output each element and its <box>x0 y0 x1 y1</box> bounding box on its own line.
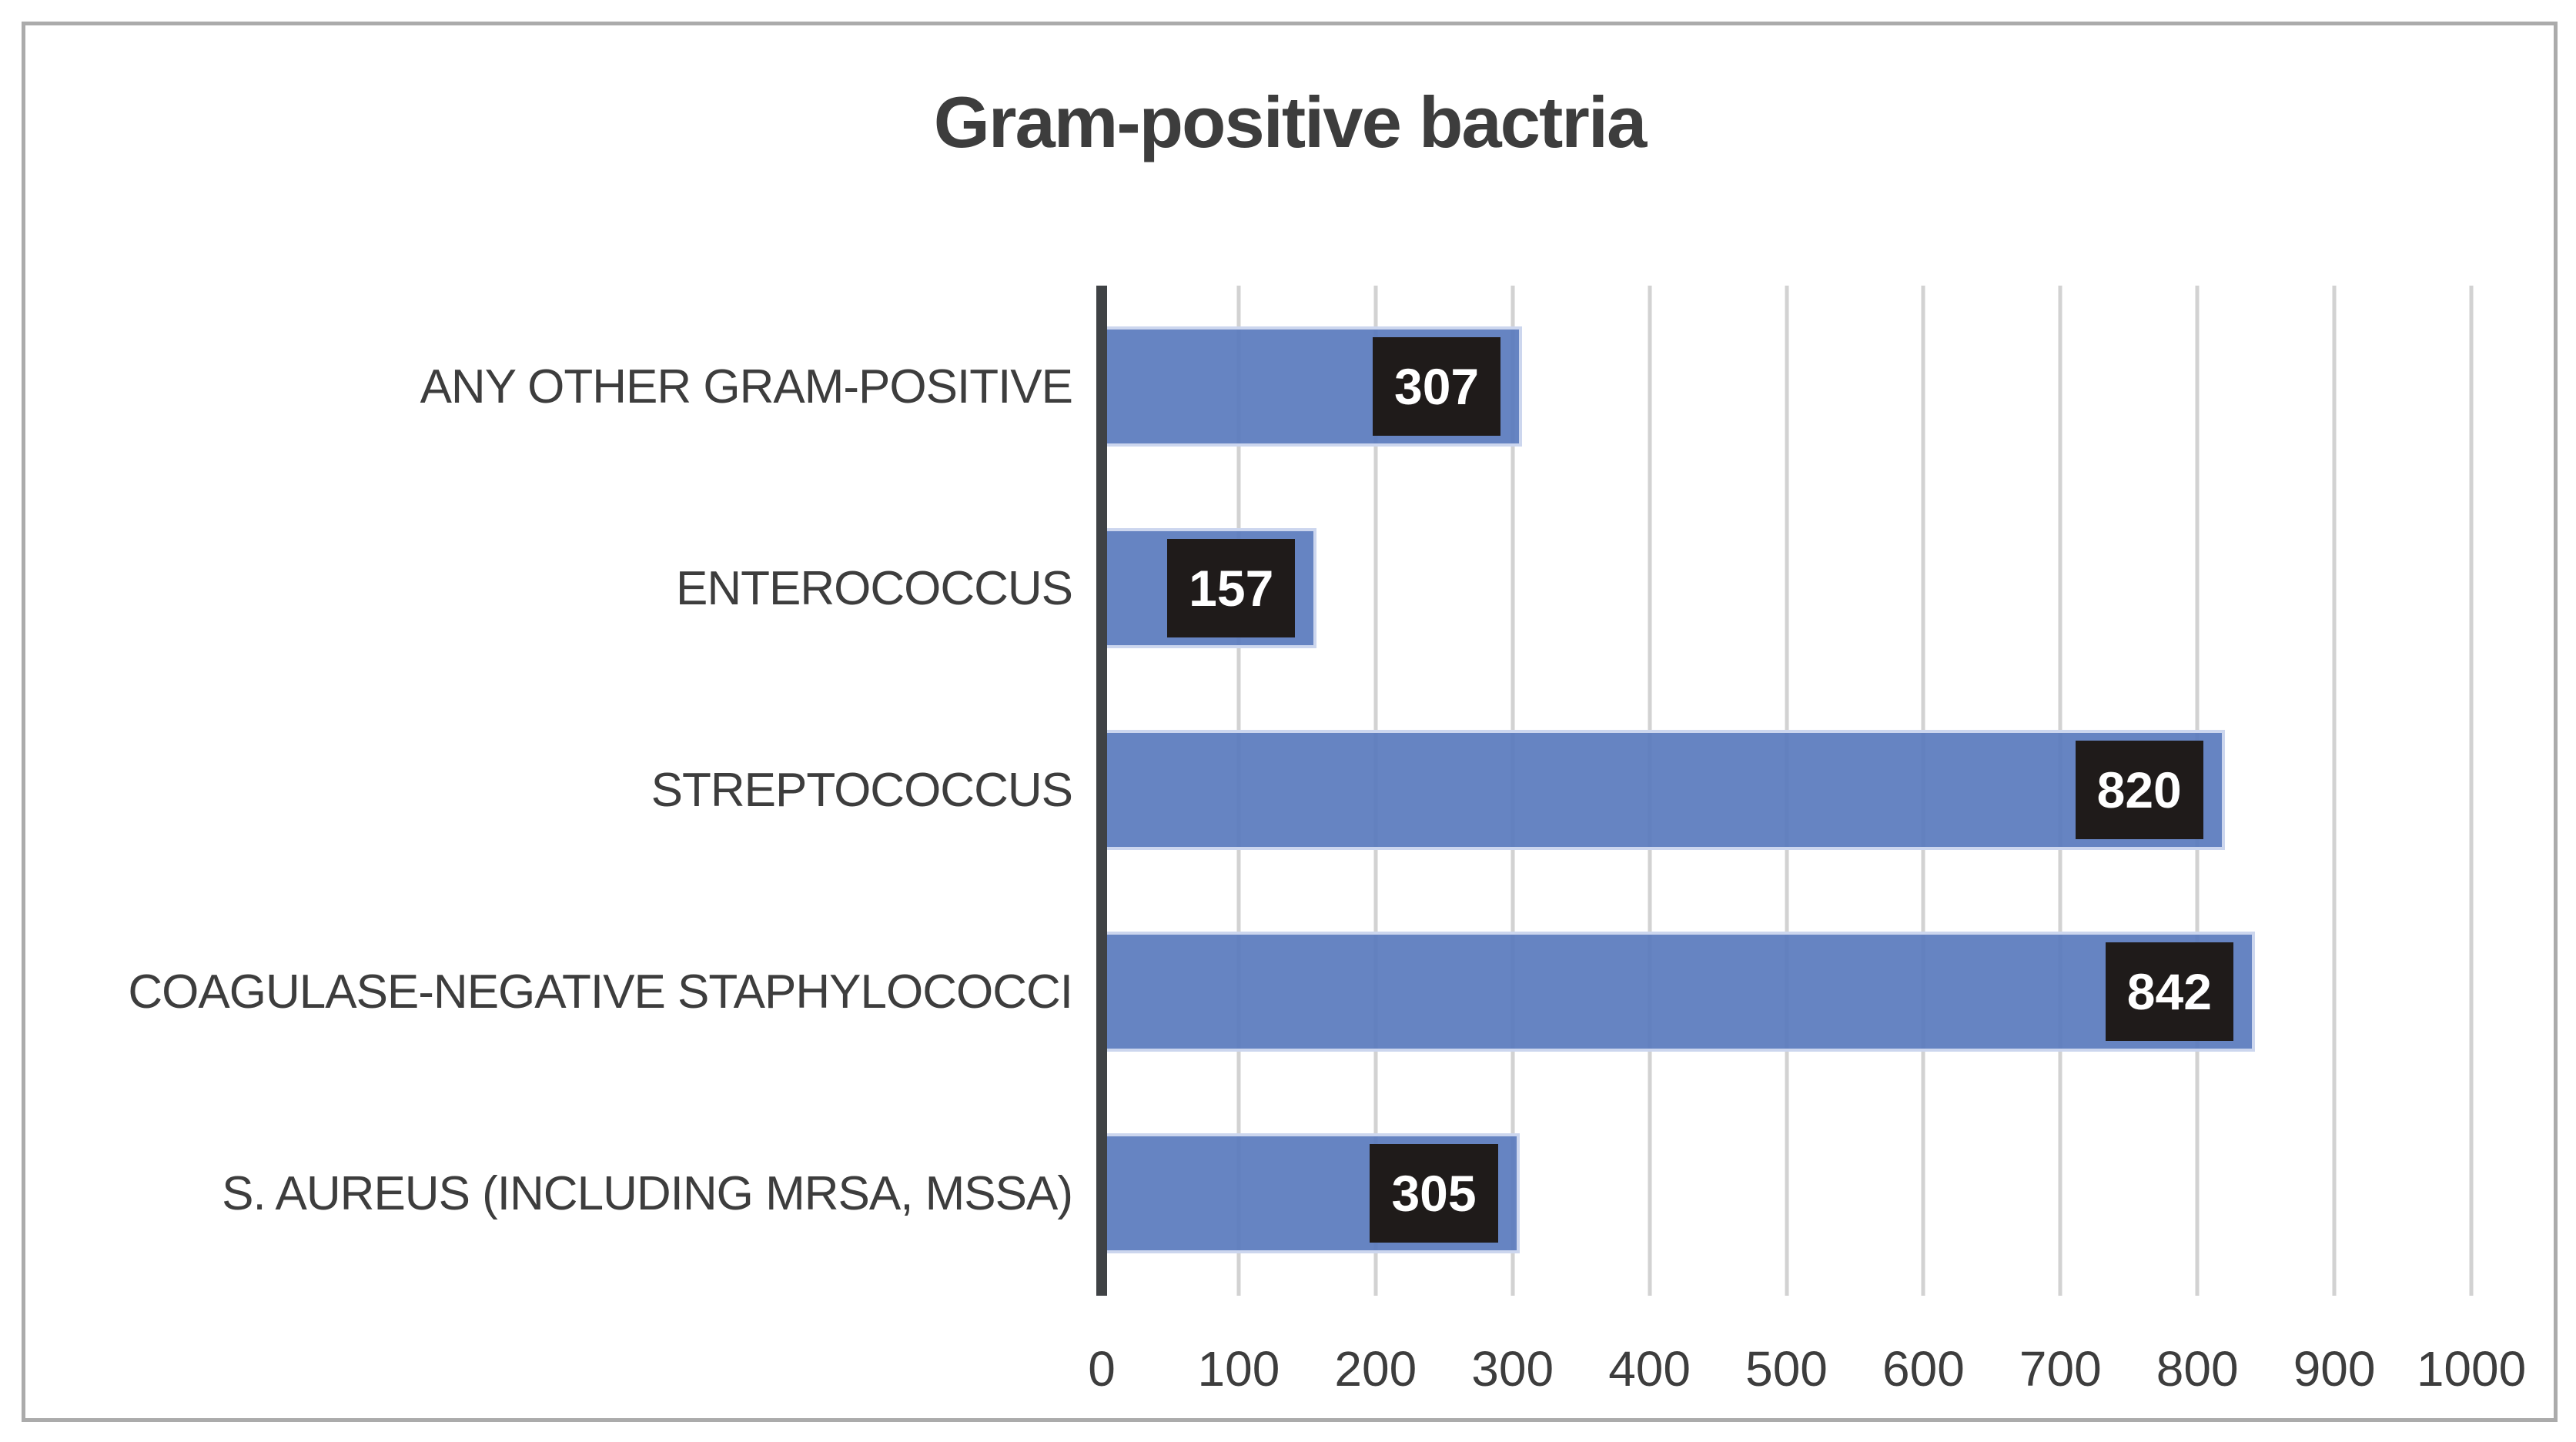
x-tick-label-800: 800 <box>2156 1341 2239 1397</box>
x-tick-label-300: 300 <box>1471 1341 1554 1397</box>
category-label: STREPTOCOCCUS <box>651 763 1073 817</box>
chart-title: Gram-positive bactria <box>933 82 1647 162</box>
category-axis-labels: ANY OTHER GRAM-POSITIVE ENTEROCOCCUS STREP… <box>56 286 1073 1296</box>
bar-row: 305 <box>1102 1092 2471 1294</box>
bar-row: 820 <box>1102 689 2471 891</box>
bar-row: 842 <box>1102 891 2471 1092</box>
x-tick-label-700: 700 <box>2019 1341 2102 1397</box>
bar-value-label: 305 <box>1370 1144 1498 1243</box>
bar-s-aureus-including-mrsa-mssa: 305 <box>1102 1133 1520 1253</box>
bar-streptococcus: 820 <box>1102 730 2225 850</box>
x-tick-label-900: 900 <box>2293 1341 2376 1397</box>
x-tick-label-400: 400 <box>1608 1341 1691 1397</box>
x-tick-label-1000: 1000 <box>2416 1341 2527 1397</box>
bar-value-label: 307 <box>1373 337 1501 436</box>
x-tick-label-600: 600 <box>1882 1341 1965 1397</box>
category-axis-line <box>1096 286 1107 1296</box>
bar-any-other-gram-positive: 307 <box>1102 326 1523 447</box>
x-tick-label-0: 0 <box>1088 1341 1116 1397</box>
bar-enterococcus: 157 <box>1102 528 1317 648</box>
category-label: ANY OTHER GRAM-POSITIVE <box>420 360 1073 413</box>
bar-value-label: 820 <box>2075 741 2203 839</box>
x-tick-label-500: 500 <box>1745 1341 1828 1397</box>
gridline-900 <box>2332 286 2337 1296</box>
bar-row: 307 <box>1102 286 2471 487</box>
category-label: S. AUREUS (INCLUDING MRSA, MSSA) <box>222 1166 1073 1220</box>
bar-coagulase-negative-staphylococci: 842 <box>1102 932 2255 1052</box>
bar-value-label: 842 <box>2105 942 2233 1041</box>
bar-row: 157 <box>1102 487 2471 689</box>
category-label: COAGULASE-NEGATIVE STAPHYLOCOCCI <box>128 965 1073 1019</box>
category-label: ENTEROCOCCUS <box>675 561 1073 615</box>
x-tick-label-100: 100 <box>1197 1341 1280 1397</box>
x-tick-label-200: 200 <box>1334 1341 1417 1397</box>
gridline-1000 <box>2469 286 2474 1296</box>
chart-frame: Gram-positive bactria ANY OTHER GRAM-POS… <box>22 22 2558 1422</box>
plot-area: 307 157 820 842 305 <box>1096 286 2474 1296</box>
bar-value-label: 157 <box>1167 539 1296 637</box>
value-axis-tick-labels: 0 100 200 300 400 500 600 700 800 900 1000 <box>1088 1334 2526 1404</box>
